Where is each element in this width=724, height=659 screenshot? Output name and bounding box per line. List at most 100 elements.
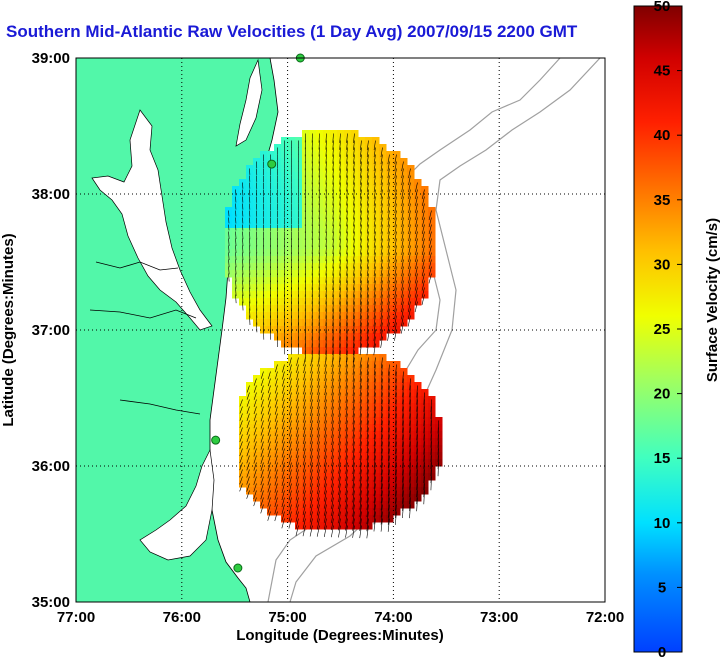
velocity-vector — [317, 476, 320, 488]
velocity-vector — [317, 469, 320, 480]
velocity-vector — [373, 511, 376, 525]
velocity-cell — [260, 410, 268, 418]
velocity-vector — [380, 182, 383, 192]
velocity-cell — [274, 431, 282, 439]
colorbar-tick-label: 40 — [654, 127, 671, 144]
velocity-vector — [345, 434, 348, 446]
x-tick-label: 76:00 — [163, 609, 201, 626]
velocity-vector — [331, 469, 334, 481]
velocity-vector — [338, 490, 341, 502]
velocity-vector — [409, 434, 411, 448]
velocity-cell — [281, 382, 289, 390]
velocity-vector — [260, 504, 264, 514]
velocity-vector — [373, 427, 376, 440]
velocity-vector — [415, 245, 418, 255]
velocity-vector — [387, 259, 390, 270]
velocity-vector — [366, 259, 369, 269]
velocity-vector — [346, 273, 348, 283]
velocity-vector — [317, 357, 320, 367]
velocity-vector — [428, 231, 432, 241]
velocity-cell — [302, 403, 310, 411]
velocity-cell — [274, 494, 282, 502]
velocity-vector — [246, 399, 250, 407]
velocity-cell — [295, 382, 303, 390]
velocity-cell — [267, 410, 275, 418]
velocity-vector — [332, 280, 334, 291]
velocity-vector — [324, 448, 327, 459]
velocity-vector — [360, 154, 362, 164]
velocity-vector — [317, 406, 320, 417]
velocity-vector — [346, 294, 348, 305]
velocity-cell — [246, 403, 254, 411]
velocity-vector — [401, 189, 404, 200]
velocity-vector — [408, 210, 411, 220]
velocity-cell — [267, 438, 275, 446]
velocity-vector — [303, 413, 306, 423]
velocity-vector — [317, 378, 320, 388]
velocity-vector — [423, 483, 425, 498]
velocity-vector — [353, 168, 355, 178]
velocity-cell — [260, 438, 268, 446]
velocity-vector — [401, 315, 404, 327]
velocity-vector — [295, 511, 299, 522]
velocity-vector — [338, 385, 341, 396]
velocity-vector — [366, 441, 369, 454]
velocity-vector — [359, 462, 362, 475]
velocity-vector — [296, 392, 299, 402]
velocity-vector — [373, 147, 376, 158]
velocity-vector — [267, 462, 271, 472]
velocity-vector — [395, 385, 397, 398]
velocity-vector — [346, 252, 348, 262]
velocity-vector — [402, 476, 404, 490]
velocity-vector — [331, 427, 334, 438]
velocity-vector — [331, 420, 334, 431]
velocity-vector — [421, 280, 425, 291]
velocity-cell — [288, 438, 296, 446]
velocity-vector — [416, 420, 418, 434]
velocity-vector — [338, 525, 341, 538]
velocity-vector — [338, 511, 341, 524]
velocity-vector — [402, 490, 404, 504]
velocity-cell — [302, 417, 310, 425]
velocity-vector — [359, 483, 362, 496]
velocity-vector — [395, 483, 397, 497]
velocity-cell — [274, 382, 282, 390]
velocity-cell — [260, 403, 268, 411]
velocity-vector — [310, 420, 313, 431]
velocity-vector — [423, 413, 425, 427]
velocity-vector — [407, 301, 411, 313]
x-axis-label: Longitude (Degrees:Minutes) — [236, 627, 444, 644]
velocity-vector — [331, 441, 334, 453]
velocity-vector — [366, 140, 369, 151]
velocity-vector — [267, 490, 271, 500]
velocity-vector — [331, 385, 334, 396]
velocity-vector — [421, 266, 425, 277]
velocity-vector — [387, 483, 390, 497]
velocity-cell — [295, 487, 303, 495]
velocity-vector — [339, 217, 341, 227]
velocity-vector — [346, 301, 348, 312]
velocity-cell — [281, 410, 289, 418]
velocity-vector — [309, 518, 313, 530]
velocity-cell — [246, 410, 254, 418]
velocity-vector — [409, 413, 411, 426]
velocity-vector — [274, 413, 278, 422]
velocity-vector — [380, 483, 383, 497]
velocity-vector — [423, 455, 425, 469]
velocity-vector — [373, 175, 376, 185]
velocity-cell — [274, 368, 282, 376]
velocity-vector — [366, 392, 369, 404]
velocity-vector — [402, 434, 404, 447]
velocity-vector — [380, 336, 383, 349]
velocity-vector — [408, 217, 411, 227]
velocity-vector — [387, 301, 390, 313]
velocity-cell — [302, 480, 310, 488]
velocity-vector — [407, 308, 411, 320]
velocity-vector — [338, 441, 341, 453]
velocity-vector — [401, 210, 404, 220]
velocity-vector — [331, 455, 334, 467]
velocity-vector — [366, 413, 369, 425]
velocity-vector — [416, 427, 418, 441]
velocity-vector — [346, 259, 348, 269]
